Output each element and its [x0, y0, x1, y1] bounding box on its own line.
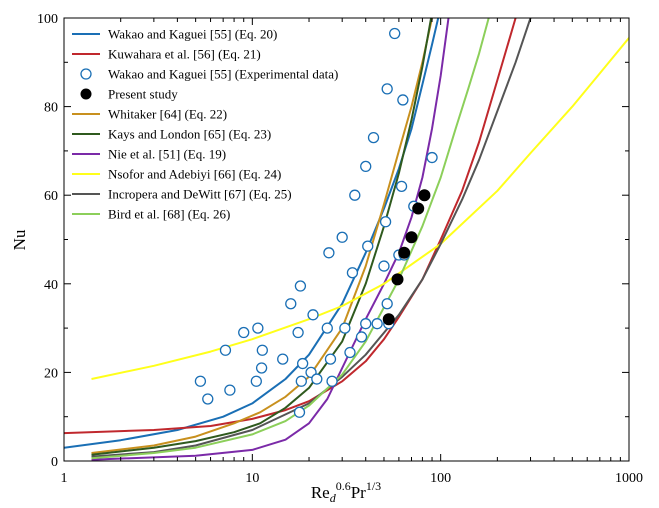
series-line-6 [91, 18, 450, 461]
legend-label: Kuwahara et al. [56] (Eq. 21) [108, 47, 261, 62]
data-point-open [367, 131, 380, 144]
data-point-open [321, 322, 333, 334]
legend-item: Nsofor and Adebiyi [66] (Eq. 24) [72, 167, 281, 182]
legend: Wakao and Kaguei [55] (Eq. 20) Kuwahara e… [72, 27, 338, 222]
legend-label: Bird et al. [68] (Eq. 26) [108, 207, 230, 222]
data-point-open [395, 180, 408, 192]
data-point-open [292, 326, 304, 339]
legend-label: Nsofor and Adebiyi [66] (Eq. 24) [108, 167, 281, 182]
data-point-open [355, 331, 368, 343]
data-point-filled [398, 246, 411, 259]
legend-label: Wakao and Kaguei [55] (Experimental data… [108, 67, 338, 82]
legend-item: Wakao and Kaguei [55] (Experimental data… [80, 67, 338, 82]
legend-item: Wakao and Kaguei [55] (Eq. 20) [72, 27, 277, 42]
series-layer [64, 18, 629, 461]
legend-item: Whitaker [64] (Eq. 22) [72, 107, 227, 122]
y-tick-label: 100 [37, 12, 58, 27]
data-point-open [255, 362, 268, 374]
data-point-open [224, 384, 236, 396]
series-line-4 [91, 18, 433, 454]
series-line-5 [91, 18, 433, 456]
x-tick-label: 100 [430, 471, 451, 486]
data-point-filled [412, 202, 425, 215]
series-line-9 [91, 18, 490, 460]
legend-item: Incropera and DeWitt [67] (Eq. 25) [72, 187, 292, 202]
data-point-open [360, 160, 372, 173]
x-axis-title-base: Re [311, 483, 330, 502]
y-tick-label: 80 [44, 101, 58, 116]
legend-item: Bird et al. [68] (Eq. 26) [72, 207, 230, 222]
legend-item: Kuwahara et al. [56] (Eq. 21) [72, 47, 261, 62]
data-point-open [339, 322, 351, 334]
legend-label: Present study [108, 87, 178, 102]
x-tick-label: 1 [61, 471, 68, 486]
data-point-open [295, 375, 307, 387]
legend-item: Nie et al. [51] (Eq. 19) [72, 147, 226, 162]
data-point-open [250, 375, 262, 387]
data-point-open [252, 322, 264, 334]
series-line-1 [64, 18, 517, 435]
y-tick-label: 40 [44, 278, 58, 293]
legend-swatch-open-marker [80, 68, 92, 80]
data-point-open [323, 247, 335, 259]
x-axis-title-sup1: 0.6 [336, 479, 351, 493]
data-point-open [362, 240, 374, 252]
y-tick-label: 0 [51, 455, 58, 470]
y-tick-label: 20 [44, 366, 58, 381]
y-tick-label: 60 [44, 189, 58, 204]
data-point-open [277, 353, 289, 365]
legend-item: Present study [80, 87, 178, 102]
series-line-0 [64, 18, 440, 449]
legend-item: Kays and London [65] (Eq. 23) [72, 127, 271, 142]
data-point-open [219, 344, 232, 356]
data-point-open [238, 326, 250, 339]
data-point-open [344, 346, 356, 359]
legend-label: Incropera and DeWitt [67] (Eq. 25) [108, 187, 292, 202]
data-point-open [194, 375, 207, 387]
data-point-open [346, 267, 359, 279]
data-point-open [426, 151, 438, 164]
data-point-open [285, 298, 297, 310]
legend-label: Kays and London [65] (Eq. 23) [108, 127, 271, 142]
data-point-open [311, 373, 323, 385]
data-point-open [202, 393, 214, 405]
data-point-open [381, 83, 393, 95]
x-axis-title-sub: d [330, 491, 337, 505]
data-point-filled [382, 313, 395, 326]
data-point-open [379, 216, 392, 228]
data-point-open [297, 357, 309, 370]
axes-layer: 1 10 100 1000 0 20 40 60 80 100 [37, 12, 643, 486]
series-line-8 [91, 18, 532, 458]
data-point-filled [405, 231, 418, 244]
x-axis-title-mid: Pr [351, 483, 366, 502]
data-point-open [360, 318, 372, 330]
data-point-open [256, 344, 268, 356]
data-point-open [326, 375, 338, 387]
x-axis-title: Red0.6Pr1/3 [311, 479, 381, 505]
data-point-open [294, 280, 307, 292]
legend-label: Whitaker [64] (Eq. 22) [108, 107, 227, 122]
data-point-filled [391, 273, 404, 286]
legend-label: Nie et al. [51] (Eq. 19) [108, 147, 226, 162]
data-point-filled [418, 189, 431, 202]
data-point-open [378, 260, 390, 272]
x-tick-label: 10 [245, 471, 259, 486]
x-axis-title-sup2: 1/3 [366, 479, 381, 493]
legend-swatch-filled-marker [80, 88, 92, 100]
data-point-open [324, 353, 337, 365]
legend-label: Wakao and Kaguei [55] (Eq. 20) [108, 27, 277, 42]
y-axis-title: Nu [10, 229, 29, 250]
data-point-open [293, 406, 306, 418]
data-point-open [349, 189, 361, 201]
series-line-7 [91, 37, 629, 380]
data-point-open [397, 94, 409, 106]
data-point-open [389, 27, 401, 40]
data-point-open [371, 318, 383, 330]
data-point-open [336, 231, 348, 243]
data-point-open [381, 298, 393, 310]
data-point-open [307, 309, 319, 321]
x-tick-label: 1000 [615, 471, 643, 486]
